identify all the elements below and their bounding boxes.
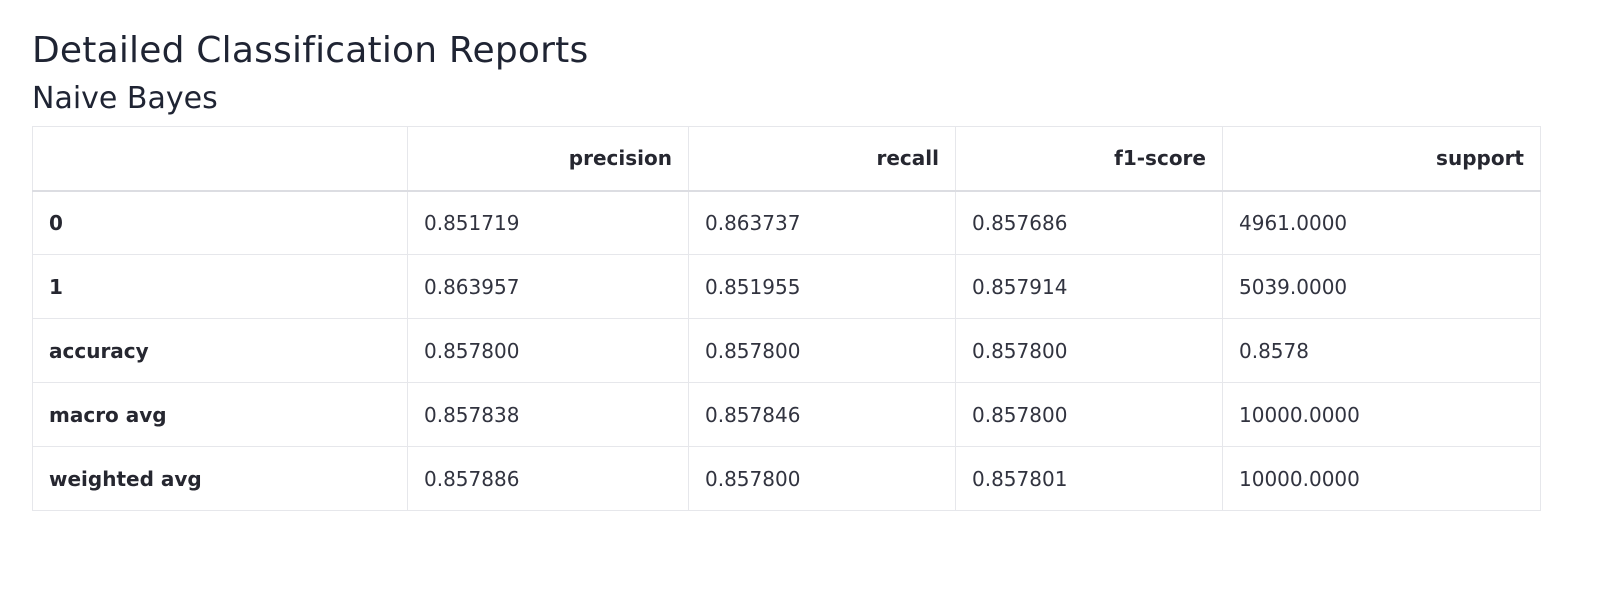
table-cell: 0.857801 xyxy=(955,446,1223,511)
table-header: precision recall f1-score support xyxy=(32,126,1541,192)
table-cell: 0.857838 xyxy=(407,382,689,447)
column-header-recall[interactable]: recall xyxy=(688,126,956,192)
table-cell: 0.8578 xyxy=(1222,318,1541,383)
table-cell: 10000.0000 xyxy=(1222,382,1541,447)
table-cell: 0.857846 xyxy=(688,382,956,447)
table-cell: 0.857800 xyxy=(688,318,956,383)
section-title: Naive Bayes xyxy=(32,81,218,116)
classification-report-table: precision recall f1-score support 0 0.85… xyxy=(32,126,1541,511)
table-cell: 0.857800 xyxy=(407,318,689,383)
column-header-index[interactable] xyxy=(32,126,408,192)
table-body: 0 0.851719 0.863737 0.857686 4961.0000 1… xyxy=(32,190,1541,511)
table-cell: 0.851719 xyxy=(407,190,689,255)
table-cell: 0.857800 xyxy=(688,446,956,511)
row-label: 1 xyxy=(32,254,408,319)
row-label: accuracy xyxy=(32,318,408,383)
table-cell: 0.857686 xyxy=(955,190,1223,255)
table-row: 0 0.851719 0.863737 0.857686 4961.0000 xyxy=(32,190,1541,255)
row-label: 0 xyxy=(32,190,408,255)
table-cell: 0.857800 xyxy=(955,382,1223,447)
table-row: accuracy 0.857800 0.857800 0.857800 0.85… xyxy=(32,318,1541,383)
column-header-precision[interactable]: precision xyxy=(407,126,689,192)
table-row: weighted avg 0.857886 0.857800 0.857801 … xyxy=(32,446,1541,511)
table-cell: 0.851955 xyxy=(688,254,956,319)
table-cell: 10000.0000 xyxy=(1222,446,1541,511)
table-cell: 0.857800 xyxy=(955,318,1223,383)
page-title: Detailed Classification Reports xyxy=(32,30,589,71)
table-cell: 0.857914 xyxy=(955,254,1223,319)
table-cell: 0.863737 xyxy=(688,190,956,255)
table-row: macro avg 0.857838 0.857846 0.857800 100… xyxy=(32,382,1541,447)
column-header-support[interactable]: support xyxy=(1222,126,1541,192)
row-label: macro avg xyxy=(32,382,408,447)
table-cell: 5039.0000 xyxy=(1222,254,1541,319)
column-header-f1-score[interactable]: f1-score xyxy=(955,126,1223,192)
table-cell: 0.863957 xyxy=(407,254,689,319)
table-row: 1 0.863957 0.851955 0.857914 5039.0000 xyxy=(32,254,1541,319)
table-header-row: precision recall f1-score support xyxy=(32,126,1541,192)
table-cell: 4961.0000 xyxy=(1222,190,1541,255)
row-label: weighted avg xyxy=(32,446,408,511)
table-cell: 0.857886 xyxy=(407,446,689,511)
